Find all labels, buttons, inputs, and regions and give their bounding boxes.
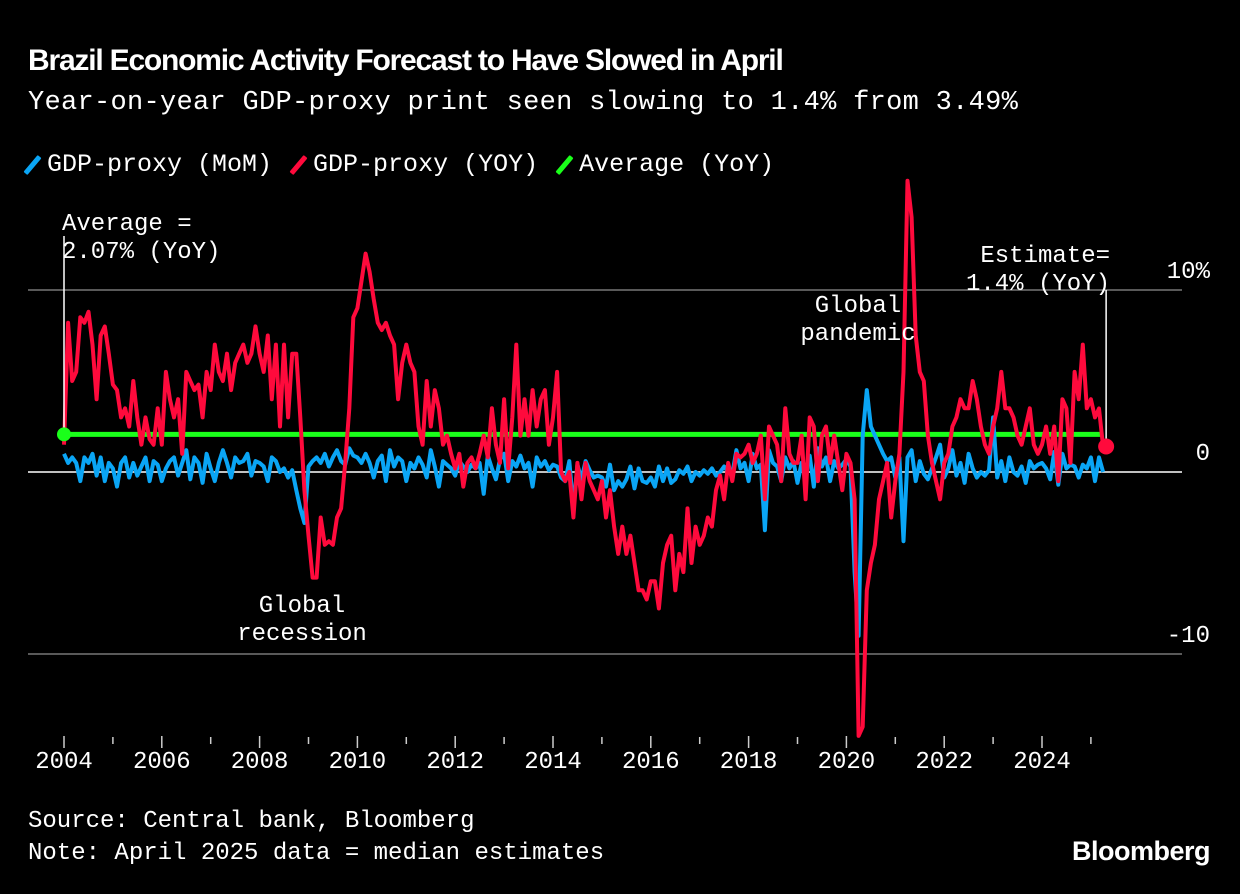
legend-label: Average (YoY) [579, 150, 775, 179]
yoy-line [62, 178, 1106, 738]
y-tick-label: -10 [1167, 623, 1210, 650]
recession-annotation-line1: Global [259, 593, 345, 620]
chart-title: Brazil Economic Activity Forecast to Hav… [28, 44, 784, 77]
x-tick-label: 2024 [1013, 749, 1071, 776]
mom-line [62, 388, 1106, 638]
x-tick-label: 2018 [720, 749, 778, 776]
legend-label: GDP-proxy (MoM) [47, 150, 273, 179]
y-tick-label: 10% [1167, 259, 1211, 286]
legend-label: GDP-proxy (YOY) [313, 150, 539, 179]
x-tick-label: 2004 [35, 749, 93, 776]
x-tick-label: 2014 [524, 749, 582, 776]
pandemic-annotation-line2: pandemic [800, 321, 915, 348]
legend-item-mom: GDP-proxy (MoM) [23, 150, 273, 179]
source-note: Source: Central bank, Bloomberg [28, 808, 475, 835]
y-tick-label: 0 [1196, 441, 1210, 468]
x-tick-label: 2020 [818, 749, 876, 776]
average-marker [57, 427, 71, 442]
x-tick-label: 2012 [426, 749, 484, 776]
bloomberg-logo: Bloomberg [1071, 836, 1211, 866]
footnote: Note: April 2025 data = median estimates [28, 840, 605, 867]
x-tick-label: 2016 [622, 749, 680, 776]
legend-item-yoy: GDP-proxy (YOY) [289, 150, 539, 179]
pandemic-annotation-line1: Global [815, 293, 901, 320]
estimate-marker [1098, 438, 1115, 455]
estimate-annotation-line2: 1.4% (YoY) [966, 271, 1110, 298]
legend: GDP-proxy (MoM) GDP-proxy (YOY) Average … [23, 150, 775, 179]
x-tick-label: 2008 [231, 749, 289, 776]
average-annotation-line2: 2.07% (YoY) [62, 239, 220, 266]
x-tick-label: 2010 [329, 749, 387, 776]
x-tick-label: 2022 [915, 749, 973, 776]
chart-subtitle: Year-on-year GDP-proxy print seen slowin… [28, 88, 1019, 118]
x-tick-label: 2006 [133, 749, 191, 776]
average-annotation-line1: Average = [62, 211, 192, 238]
legend-item-average: Average (YoY) [555, 150, 775, 179]
recession-annotation-line2: recession [237, 621, 367, 648]
estimate-annotation-line1: Estimate= [980, 243, 1110, 270]
